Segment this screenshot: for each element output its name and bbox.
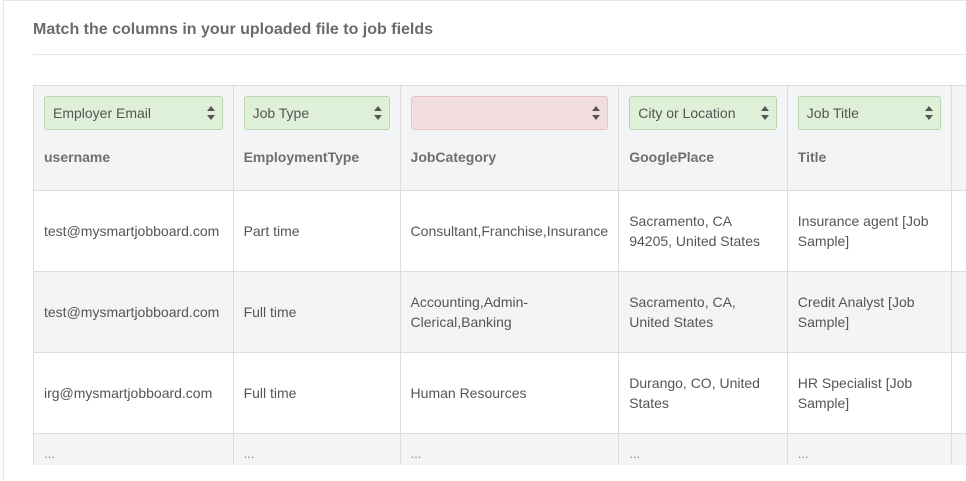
overflow-cell <box>950 271 966 353</box>
column-header: JobCategory <box>399 85 620 191</box>
select-value: Employer Email <box>53 105 152 121</box>
title-divider <box>33 54 966 55</box>
column-header: Job Type EmploymentType <box>232 85 401 191</box>
table-cell: Accounting,Admin-Clerical,Banking <box>399 271 620 353</box>
mapping-table-container: Employer Email username Job Type Employm… <box>33 85 966 465</box>
overflow-cell <box>950 352 966 434</box>
select-arrows-icon <box>206 106 215 120</box>
field-select-title[interactable]: Job Title <box>797 96 941 130</box>
overflow-cell <box>950 433 966 465</box>
table-cell: Insurance agent [Job Sample] <box>786 190 952 272</box>
select-arrows-icon <box>924 106 933 120</box>
select-value: City or Location <box>638 105 736 121</box>
overflow-column <box>950 85 966 191</box>
table-cell: Sacramento, CA 94205, United States <box>618 190 788 272</box>
overflow-cell <box>950 190 966 272</box>
table-cell: Sacramento, CA, United States <box>618 271 788 353</box>
column-header: City or Location GooglePlace <box>618 85 788 191</box>
column-name: GooglePlace <box>629 149 715 165</box>
column-name: Title <box>797 149 827 165</box>
select-value: Job Type <box>252 105 310 121</box>
page-title: Match the columns in your uploaded file … <box>33 21 434 38</box>
select-value: Job Title <box>806 105 859 121</box>
field-select-jobcategory[interactable] <box>410 96 609 130</box>
table-cell: Durango, CO, United States <box>618 352 788 434</box>
column-header: Job Title Title <box>786 85 952 191</box>
table-cell: Human Resources <box>399 352 620 434</box>
table-row: test@mysmartjobboard.com Full time Accou… <box>33 271 966 353</box>
column-name: EmploymentType <box>243 149 360 165</box>
table-cell: Part time <box>232 190 401 272</box>
table-row: test@mysmartjobboard.com Part time Consu… <box>33 190 966 272</box>
select-arrows-icon <box>373 106 382 120</box>
table-cell: Credit Analyst [Job Sample] <box>786 271 952 353</box>
table-cell: Consultant,Franchise,Insurance <box>399 190 620 272</box>
ellipsis-cell: ... <box>232 433 401 465</box>
ellipsis-cell: ... <box>618 433 788 465</box>
table-cell: HR Specialist [Job Sample] <box>786 352 952 434</box>
table-cell: irg@mysmartjobboard.com <box>33 352 234 434</box>
column-header: Employer Email username <box>33 85 234 191</box>
table-cell: Full time <box>232 271 401 353</box>
ellipsis-cell: ... <box>786 433 952 465</box>
ellipsis-row: ... ... ... ... ... <box>33 433 966 465</box>
column-name: JobCategory <box>410 149 497 165</box>
import-mapping-panel: Match the columns in your uploaded file … <box>3 0 966 481</box>
field-select-googleplace[interactable]: City or Location <box>629 96 777 130</box>
table-cell: Full time <box>232 352 401 434</box>
ellipsis-cell: ... <box>399 433 620 465</box>
mapping-table: Employer Email username Job Type Employm… <box>33 85 966 465</box>
table-row: irg@mysmartjobboard.com Full time Human … <box>33 352 966 434</box>
ellipsis-cell: ... <box>33 433 234 465</box>
column-name: username <box>44 149 111 165</box>
field-select-employmenttype[interactable]: Job Type <box>243 96 390 130</box>
mapping-header-row: Employer Email username Job Type Employm… <box>33 85 966 191</box>
select-arrows-icon <box>760 106 769 120</box>
table-cell: test@mysmartjobboard.com <box>33 190 234 272</box>
table-cell: test@mysmartjobboard.com <box>33 271 234 353</box>
field-select-username[interactable]: Employer Email <box>44 96 223 130</box>
select-arrows-icon <box>592 106 601 120</box>
